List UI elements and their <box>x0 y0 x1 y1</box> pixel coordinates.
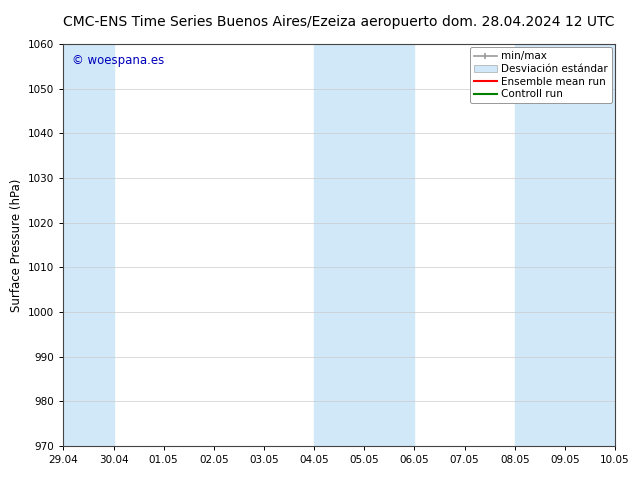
Y-axis label: Surface Pressure (hPa): Surface Pressure (hPa) <box>10 178 23 312</box>
Text: dom. 28.04.2024 12 UTC: dom. 28.04.2024 12 UTC <box>443 15 615 29</box>
Text: CMC-ENS Time Series Buenos Aires/Ezeiza aeropuerto: CMC-ENS Time Series Buenos Aires/Ezeiza … <box>63 15 438 29</box>
Bar <box>63 44 113 446</box>
Bar <box>314 44 415 446</box>
Legend: min/max, Desviación estándar, Ensemble mean run, Controll run: min/max, Desviación estándar, Ensemble m… <box>470 47 612 103</box>
Bar <box>515 44 615 446</box>
Text: © woespana.es: © woespana.es <box>72 54 164 67</box>
